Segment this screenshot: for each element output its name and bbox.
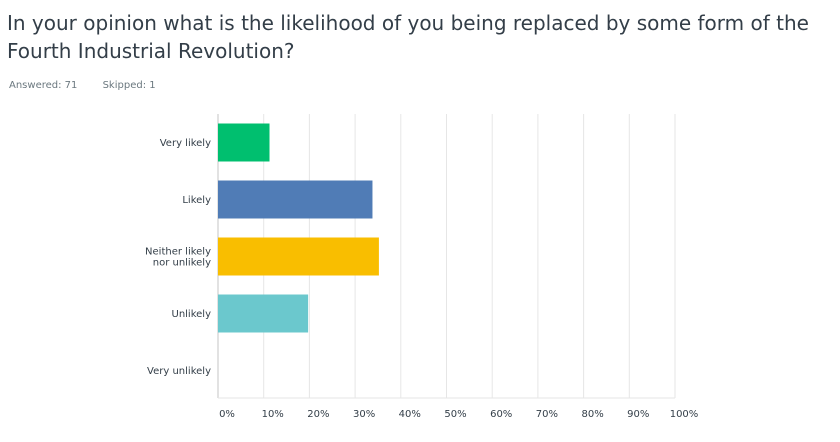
x-tick-label: 50%: [444, 409, 466, 420]
category-label: Very unlikely: [147, 366, 211, 377]
category-label: Likely: [182, 195, 211, 206]
x-tick-label: 100%: [670, 409, 699, 420]
question-title: In your opinion what is the likelihood o…: [7, 11, 809, 63]
category-label: Neither likely nor unlikely: [145, 247, 211, 269]
x-tick-labels: 0% 10% 20% 30% 40% 50% 60% 70% 80% 90% 100%: [219, 409, 698, 420]
response-stats: Answered: 71 Skipped: 1: [9, 80, 178, 91]
x-tick-label: 90%: [627, 409, 649, 420]
category-label: Very likely: [160, 138, 211, 149]
x-tick-label: 10%: [262, 409, 284, 420]
x-tick-label: 80%: [581, 409, 603, 420]
chart-bars: [218, 123, 379, 333]
bar[interactable]: [218, 237, 379, 276]
x-tick-label: 30%: [353, 409, 375, 420]
x-tick-label: 20%: [307, 409, 329, 420]
bar[interactable]: [218, 294, 309, 333]
x-tick-label: 0%: [219, 409, 235, 420]
category-labels: Very likely Likely Neither likely nor unlik…: [145, 138, 211, 377]
bar[interactable]: [218, 180, 373, 219]
skipped-count: Skipped: 1: [102, 80, 156, 91]
x-tick-label: 60%: [490, 409, 512, 420]
x-tick-label: 70%: [536, 409, 558, 420]
x-tick-label: 40%: [399, 409, 421, 420]
category-label: Unlikely: [172, 309, 212, 320]
answered-count: Answered: 71: [9, 80, 78, 91]
bar[interactable]: [218, 123, 270, 162]
